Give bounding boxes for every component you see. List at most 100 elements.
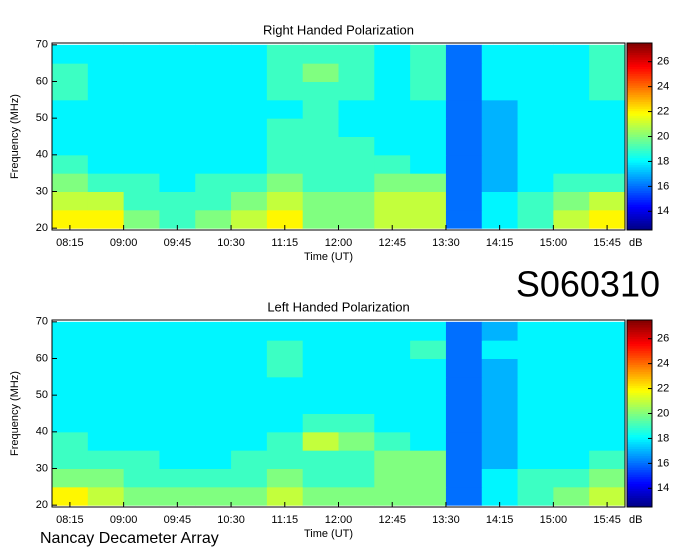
heatmap-cell [195,321,232,341]
colorbar-step [627,495,652,499]
heatmap-cell [481,191,519,211]
heatmap-cell [266,340,304,359]
colorbar-step [627,446,652,450]
heatmap-cell [266,136,304,156]
heatmap-cell [123,321,160,341]
heatmap-cell [481,340,519,359]
heatmap-cell [302,44,339,64]
heatmap-cell [589,358,626,378]
heatmap-cell [589,191,626,211]
colorbar-step [627,427,652,431]
heatmap-cell [123,118,160,137]
heatmap-cell [302,191,339,211]
heatmap-cell [553,118,590,137]
x-tick-label: 12:00 [325,237,353,249]
heatmap-cell [517,118,554,137]
heatmap-cell [481,173,519,192]
colorbar-step [627,429,652,433]
heatmap-cell [589,44,626,64]
heatmap-cell [159,358,196,378]
heatmap-cell [553,173,590,192]
heatmap-cell [87,81,125,101]
heatmap-cell [481,413,519,433]
colorbar-step [627,115,652,119]
colorbar-step [627,476,652,480]
heatmap-cell [159,209,196,229]
x-tick-label: 11:15 [271,237,298,249]
colorbar-step [627,404,652,407]
x-tick-label: 08:15 [56,514,84,526]
colorbar-step [627,362,652,365]
colorbar-step [627,136,652,140]
y-tick-label: 20 [36,499,48,511]
heatmap-cell [302,468,339,488]
colorbar-step [627,206,652,210]
heatmap-cell [231,395,268,414]
heatmap-cell [123,136,160,156]
x-axis-label: Time (UT) [304,251,353,263]
colorbar-step [627,352,652,356]
heatmap-cell [589,136,626,156]
colorbar-step [627,211,652,215]
heatmap-cell [553,99,590,119]
heatmap-cell [410,44,447,64]
heatmap-cell [123,431,160,451]
heatmap-cell [445,118,483,137]
heatmap-cell [481,209,519,229]
colorbar-step [627,485,652,489]
heatmap-cell [266,321,304,341]
colorbar-step [627,94,652,98]
heatmap-cell [338,340,375,359]
heatmap-cell [481,450,519,469]
heatmap-cell [195,376,232,396]
colorbar-step [627,227,652,231]
heatmap-cell [374,44,411,64]
heatmap-cell [231,450,268,469]
heatmap-cell [553,431,590,451]
heatmap-cell [159,63,196,82]
colorbar-step [627,502,652,506]
heatmap-cell [231,191,268,211]
heatmap-cell [374,376,411,396]
heatmap-cell [410,413,447,433]
heatmap-cell [195,413,232,433]
colorbar-step [627,225,652,229]
heatmap-cell [159,154,196,174]
heatmap-cell [445,136,483,156]
heatmap-cell [374,99,411,119]
heatmap-cell [87,486,125,506]
colorbar-step [627,73,652,77]
colorbar-tick-label: 26 [657,56,669,68]
heatmap-cell [517,431,554,451]
heatmap-cell [553,44,590,64]
colorbar-step [627,47,652,51]
colorbar-step [627,66,652,70]
colorbar-step [627,50,652,53]
colorbar-step [627,176,652,180]
heatmap-cell [159,431,196,451]
colorbar-step [627,194,652,198]
x-tick-label: 15:45 [593,514,621,526]
colorbar-step [627,192,652,196]
colorbar-step [627,122,652,126]
heatmap-cell [553,395,590,414]
heatmap-cell [195,99,232,119]
heatmap-cell [52,450,89,469]
heatmap-cell [231,63,268,82]
heatmap-cell [410,63,447,82]
heatmap-cell [445,99,483,119]
colorbar-step [627,52,652,56]
colorbar-step [627,106,652,109]
colorbar-step [627,415,652,419]
colorbar-step [627,425,652,429]
heatmap-cell [481,154,519,174]
heatmap-cell [87,99,125,119]
colorbar-step [627,164,652,168]
colorbar-step [627,364,652,368]
x-tick-label: 12:45 [378,514,406,526]
colorbar-step [627,331,652,335]
heatmap-cell [517,395,554,414]
colorbar-tick-label: 16 [657,457,669,469]
heatmap-cell [87,209,125,229]
heatmap-cell [410,395,447,414]
